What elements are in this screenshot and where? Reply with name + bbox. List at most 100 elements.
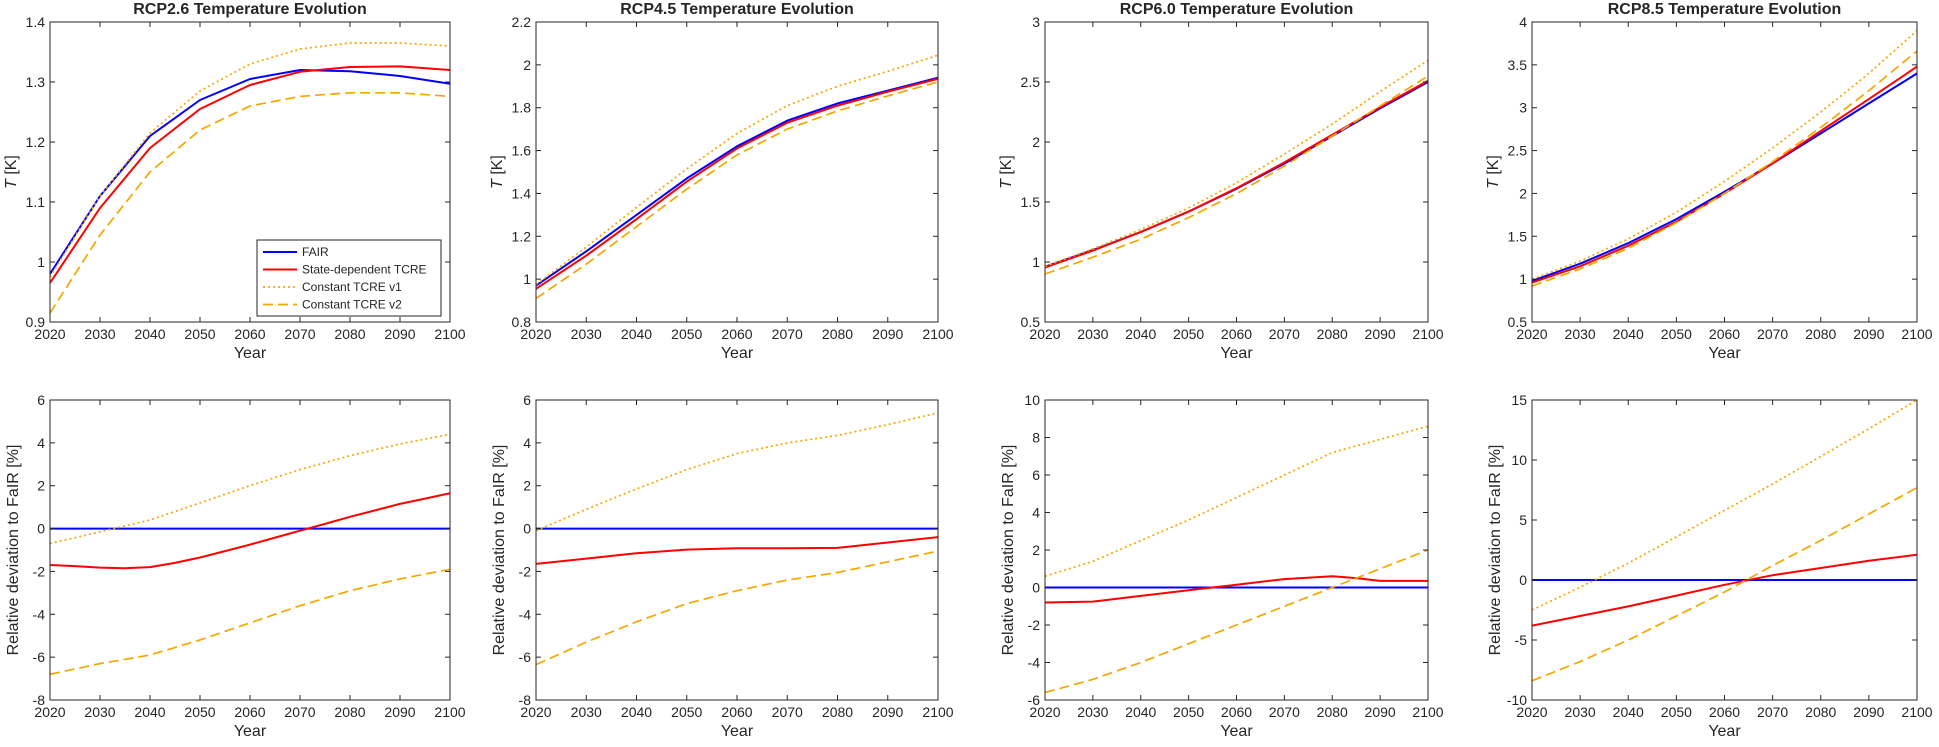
y-tick-label: 1.8 <box>512 100 532 116</box>
x-tick-label: 2020 <box>520 704 551 720</box>
x-tick-label: 2100 <box>922 704 953 720</box>
y-axis-label: T [K] <box>1485 155 1502 189</box>
x-axis-label: Year <box>721 723 754 740</box>
x-tick-label: 2080 <box>334 704 365 720</box>
y-tick-label: 1 <box>1032 254 1040 270</box>
y-tick-label: 0 <box>523 521 531 537</box>
x-tick-label: 2090 <box>384 704 415 720</box>
series-group <box>536 412 938 666</box>
y-tick-label: 0 <box>1519 572 1527 588</box>
x-tick-label: 2030 <box>1077 326 1108 342</box>
chart-6: 2020 2030 2040 2050 2060 2070 2080 2090 2100 -8 -6… <box>491 392 954 740</box>
x-tick-label: 2050 <box>671 326 702 342</box>
x-tick-label: 2070 <box>1757 326 1788 342</box>
y-tick-label: 6 <box>37 392 45 408</box>
x-tick-label: 2100 <box>1412 704 1443 720</box>
y-tick-label: 4 <box>1032 505 1040 521</box>
chart-2: 2020 2030 2040 2050 2060 2070 2080 2090 2100 0.8 1… <box>489 1 954 362</box>
series-line <box>1045 575 1428 604</box>
series-group <box>536 54 938 300</box>
x-tick-label: 2060 <box>1709 326 1740 342</box>
y-tick-label: 0.8 <box>512 314 532 330</box>
x-axis-label: Year <box>721 345 754 362</box>
x-tick-label: 2030 <box>571 704 602 720</box>
y-tick-label: 1.4 <box>26 14 46 30</box>
y-tick-label: 2 <box>1032 134 1040 150</box>
y-tick-label: 6 <box>523 392 531 408</box>
x-tick-label: 2090 <box>1853 704 1884 720</box>
x-tick-label: 2090 <box>384 326 415 342</box>
y-tick-label: 4 <box>1519 14 1527 30</box>
x-axis-label: Year <box>1708 345 1741 362</box>
y-tick-label: 6 <box>1032 467 1040 483</box>
x-tick-label: 2090 <box>1853 326 1884 342</box>
x-tick-label: 2030 <box>84 704 115 720</box>
series-line <box>1045 425 1428 578</box>
legend-label: Constant TCRE v1 <box>302 280 402 294</box>
y-tick-label: 4 <box>37 435 45 451</box>
x-tick-label: 2020 <box>1029 704 1060 720</box>
x-tick-label: 2070 <box>1269 326 1300 342</box>
x-tick-label: 2040 <box>1613 326 1644 342</box>
x-tick-label: 2070 <box>284 326 315 342</box>
series-line <box>50 492 450 570</box>
x-axis-label: Year <box>234 723 267 740</box>
y-tick-label: 1.2 <box>512 228 532 244</box>
series-line <box>536 76 938 287</box>
y-tick-label: 2.5 <box>1508 143 1528 159</box>
chart-8: 2020 2030 2040 2050 2060 2070 2080 2090 2100 -10 -… <box>1487 392 1933 740</box>
x-tick-label: 2050 <box>184 704 215 720</box>
y-tick-label: 8 <box>1032 430 1040 446</box>
x-tick-label: 2060 <box>721 704 752 720</box>
y-tick-label: 4 <box>523 435 531 451</box>
x-tick-label: 2100 <box>1901 704 1932 720</box>
x-tick-label: 2080 <box>822 326 853 342</box>
series-line <box>1532 400 1917 611</box>
chart-title: RCP6.0 Temperature Evolution <box>1120 1 1354 18</box>
y-tick-label: 2 <box>523 57 531 73</box>
series-line <box>536 54 938 286</box>
x-tick-label: 2050 <box>1661 704 1692 720</box>
y-tick-label: 1.4 <box>512 185 532 201</box>
y-axis-label: T [K] <box>3 155 20 189</box>
plot-area <box>1532 400 1917 700</box>
y-axis-label: T [K] <box>489 155 506 189</box>
chart-4: 2020 2030 2040 2050 2060 2070 2080 2090 2100 0.5 1… <box>1485 1 1933 362</box>
x-tick-label: 2090 <box>1365 326 1396 342</box>
y-tick-label: 1.5 <box>1021 194 1041 210</box>
chart-title: RCP2.6 Temperature Evolution <box>133 1 367 18</box>
y-tick-label: 3.5 <box>1508 57 1528 73</box>
x-tick-label: 2030 <box>84 326 115 342</box>
legend-label: FAIR <box>302 245 329 259</box>
y-axis-label: Relative deviation to FaIR [%] <box>491 445 508 656</box>
x-tick-label: 2080 <box>334 326 365 342</box>
x-tick-label: 2080 <box>1805 704 1836 720</box>
plot-area <box>1532 22 1917 322</box>
plot-area <box>536 22 938 322</box>
y-axis-label: Relative deviation to FaIR [%] <box>1487 445 1504 656</box>
x-axis-label: Year <box>1220 723 1253 740</box>
y-tick-label: 2 <box>1032 542 1040 558</box>
y-tick-label: 1 <box>37 254 45 270</box>
y-tick-label: 1.2 <box>26 134 46 150</box>
x-tick-label: 2020 <box>1029 326 1060 342</box>
x-tick-label: 2070 <box>1757 704 1788 720</box>
x-tick-label: 2050 <box>1661 326 1692 342</box>
y-tick-label: -2 <box>519 563 532 579</box>
y-tick-label: 5 <box>1519 512 1527 528</box>
y-tick-label: -10 <box>1507 692 1527 708</box>
x-tick-label: 2030 <box>1565 326 1596 342</box>
x-tick-label: 2020 <box>1516 704 1547 720</box>
chart-title: RCP4.5 Temperature Evolution <box>620 1 854 18</box>
series-group <box>50 433 450 676</box>
y-tick-label: -4 <box>1028 655 1041 671</box>
y-tick-label: 1.6 <box>512 143 532 159</box>
chart-3: 2020 2030 2040 2050 2060 2070 2080 2090 2100 0.5 1… <box>998 1 1444 362</box>
y-tick-label: 1.3 <box>26 74 46 90</box>
x-axis-label: Year <box>234 345 267 362</box>
y-tick-label: -6 <box>1028 692 1041 708</box>
x-tick-label: 2100 <box>1901 326 1932 342</box>
y-tick-label: 0.5 <box>1508 314 1528 330</box>
chart-7: 2020 2030 2040 2050 2060 2070 2080 2090 2100-6-4… <box>1000 392 1444 740</box>
x-tick-label: 2100 <box>922 326 953 342</box>
